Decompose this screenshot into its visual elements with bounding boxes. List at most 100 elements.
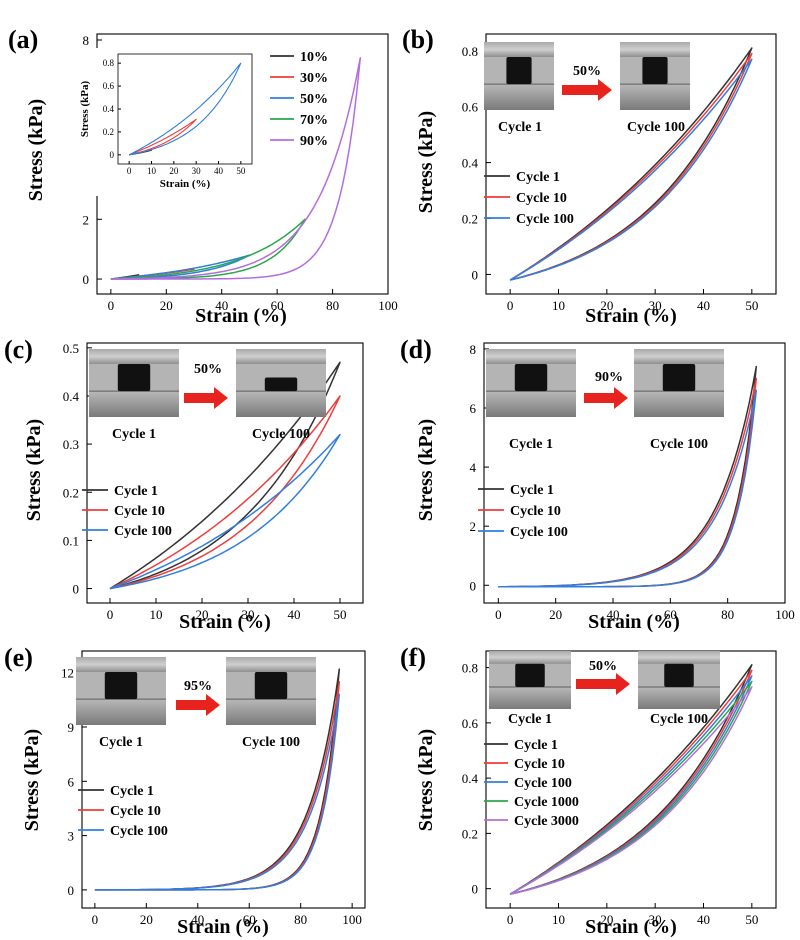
- plot-c-frame: [86, 342, 364, 604]
- plot-d-arrow-label: 90%: [595, 370, 623, 385]
- photo-upper-platen: [620, 42, 690, 57]
- plot-c-photo-cycle-1: [89, 349, 179, 417]
- plot-e-ytick-label: 9: [68, 720, 75, 735]
- plot-a-series-90-: [110, 57, 362, 280]
- plot-b-xtick-label: 0: [507, 298, 514, 313]
- photo-lower-platen: [489, 686, 571, 709]
- photo-upper-platen: [484, 42, 554, 57]
- plot-f-photo-cycle-1: [489, 651, 571, 709]
- photo-upper-platen: [638, 651, 720, 664]
- inset-ytick-label: 0: [110, 150, 115, 160]
- plot-c-series-cycle-100: [109, 433, 341, 590]
- plot-a-xtick-label: 20: [160, 298, 173, 313]
- photo-lower-platen: [620, 84, 690, 110]
- plot-e-xtick-label: 0: [92, 912, 99, 927]
- plot-e-legend-entry: Cycle 100: [110, 824, 168, 839]
- photo-sample: [515, 663, 545, 687]
- plot-a-legend-entry: 50%: [300, 92, 328, 107]
- plot-e-ylabel: Stress (kPa): [21, 729, 43, 831]
- plot-d-photo-caption-after: Cycle 100: [650, 437, 708, 452]
- photo-lower-platen: [634, 391, 724, 417]
- plot-e-ytick-label: 12: [61, 666, 74, 681]
- plot-f-xlabel: Strain (%): [585, 916, 677, 938]
- arrow-shaft: [584, 393, 616, 403]
- plot-c-ytick-label: 0.3: [63, 437, 79, 452]
- plot-c-xtick-label: 30: [242, 607, 255, 622]
- plot-d-xtick-label: 40: [607, 607, 620, 622]
- plot-a-legend-entry: 10%: [300, 50, 328, 65]
- inset-xtick-label: 20: [169, 166, 179, 176]
- arrow-shaft: [184, 393, 216, 403]
- plot-f-compression-arrow: [576, 673, 630, 695]
- plot-d-ytick-label: 6: [470, 401, 477, 416]
- plot-c-legend-entry: Cycle 1: [114, 484, 158, 499]
- plot-a-ylabel: Stress (kPa): [25, 99, 47, 201]
- panel-label-b: (b): [402, 25, 434, 54]
- panel-label-f: (f): [400, 643, 426, 672]
- plot-c-photo-caption-before: Cycle 1: [112, 427, 156, 442]
- photo-lower-platen: [484, 84, 554, 110]
- plot-c-xtick-label: 40: [288, 607, 301, 622]
- plot-e-xtick-label: 80: [294, 912, 307, 927]
- arrow-shaft: [576, 679, 618, 689]
- plot-f-xtick-label: 50: [745, 912, 758, 927]
- photo-sample: [117, 363, 151, 392]
- plot-d-ylabel: Stress (kPa): [415, 419, 437, 521]
- photo-upper-platen: [236, 349, 326, 364]
- plot-e-arrow-label: 95%: [184, 679, 212, 694]
- plot-a-xtick-label: 100: [378, 298, 398, 313]
- plot-f-legend-entry: Cycle 1: [514, 738, 558, 753]
- photo-upper-platen: [89, 349, 179, 364]
- plot-d-frame: [483, 342, 786, 604]
- plot-a-ytick-label: 8: [83, 33, 90, 48]
- plot-b-xtick-label: 30: [649, 298, 662, 313]
- plot-b-ytick-label: 0.2: [462, 212, 478, 227]
- panel-label-e: (e): [4, 643, 33, 672]
- plot-f-xtick-label: 40: [697, 912, 710, 927]
- plot-f-xtick-label: 30: [649, 912, 662, 927]
- photo-lower-platen: [236, 391, 326, 417]
- plot-b-photo-caption-after: Cycle 100: [627, 120, 685, 135]
- photo-lower-platen: [89, 391, 179, 417]
- plot-c-xtick-label: 50: [334, 607, 347, 622]
- plot-b-ylabel: Stress (kPa): [415, 111, 437, 213]
- plot-f-photo-cycle-100: [638, 651, 720, 709]
- plot-c-series-cycle-10: [109, 395, 341, 590]
- plot-b-photo-cycle-1: [484, 42, 554, 110]
- inset-xtick-label: 0: [127, 166, 132, 176]
- plot-e-series-cycle-100: [94, 693, 341, 891]
- photo-sample: [254, 671, 288, 700]
- arrow-shaft: [562, 85, 600, 95]
- plot-b-photo-cycle-100: [620, 42, 690, 110]
- plot-c-ytick-label: 0: [73, 582, 80, 597]
- plot-f-xtick-label: 0: [507, 912, 514, 927]
- inset-ytick-label: 0.8: [103, 58, 115, 68]
- plot-a-xtick-label: 80: [326, 298, 339, 313]
- plot-f-photo-caption-before: Cycle 1: [508, 712, 552, 727]
- photo-sample: [104, 671, 138, 700]
- plot-b-frame: [485, 33, 777, 295]
- plot-a-legend-entry: 30%: [300, 71, 328, 86]
- plot-e-photo-cycle-100: [226, 657, 316, 725]
- inset-ylabel: Stress (kPa): [79, 81, 91, 138]
- plot-e-frame: [81, 650, 366, 909]
- plot-f-xtick-label: 20: [600, 912, 613, 927]
- arrow-head: [616, 673, 630, 695]
- plot-c-photo-cycle-100: [236, 349, 326, 417]
- plot-d-legend-entry: Cycle 100: [510, 525, 568, 540]
- plot-e-photo-cycle-1: [76, 657, 166, 725]
- plot-d-xlabel: Strain (%): [588, 611, 680, 633]
- photo-upper-platen: [486, 349, 576, 364]
- plot-d-compression-arrow: [584, 387, 628, 409]
- plot-c-ytick-label: 0.2: [63, 485, 79, 500]
- plot-f-legend-entry: Cycle 10: [514, 757, 565, 772]
- plot-e-xtick-label: 100: [342, 912, 362, 927]
- plot-d-ytick-label: 4: [470, 460, 477, 475]
- plot-e-xtick-label: 40: [191, 912, 204, 927]
- plot-d-xtick-label: 80: [721, 607, 734, 622]
- arrow-shaft: [176, 700, 208, 710]
- arrow-head: [206, 694, 220, 716]
- plot-b-ytick-label: 0: [472, 267, 479, 282]
- plot-e-xtick-label: 20: [140, 912, 153, 927]
